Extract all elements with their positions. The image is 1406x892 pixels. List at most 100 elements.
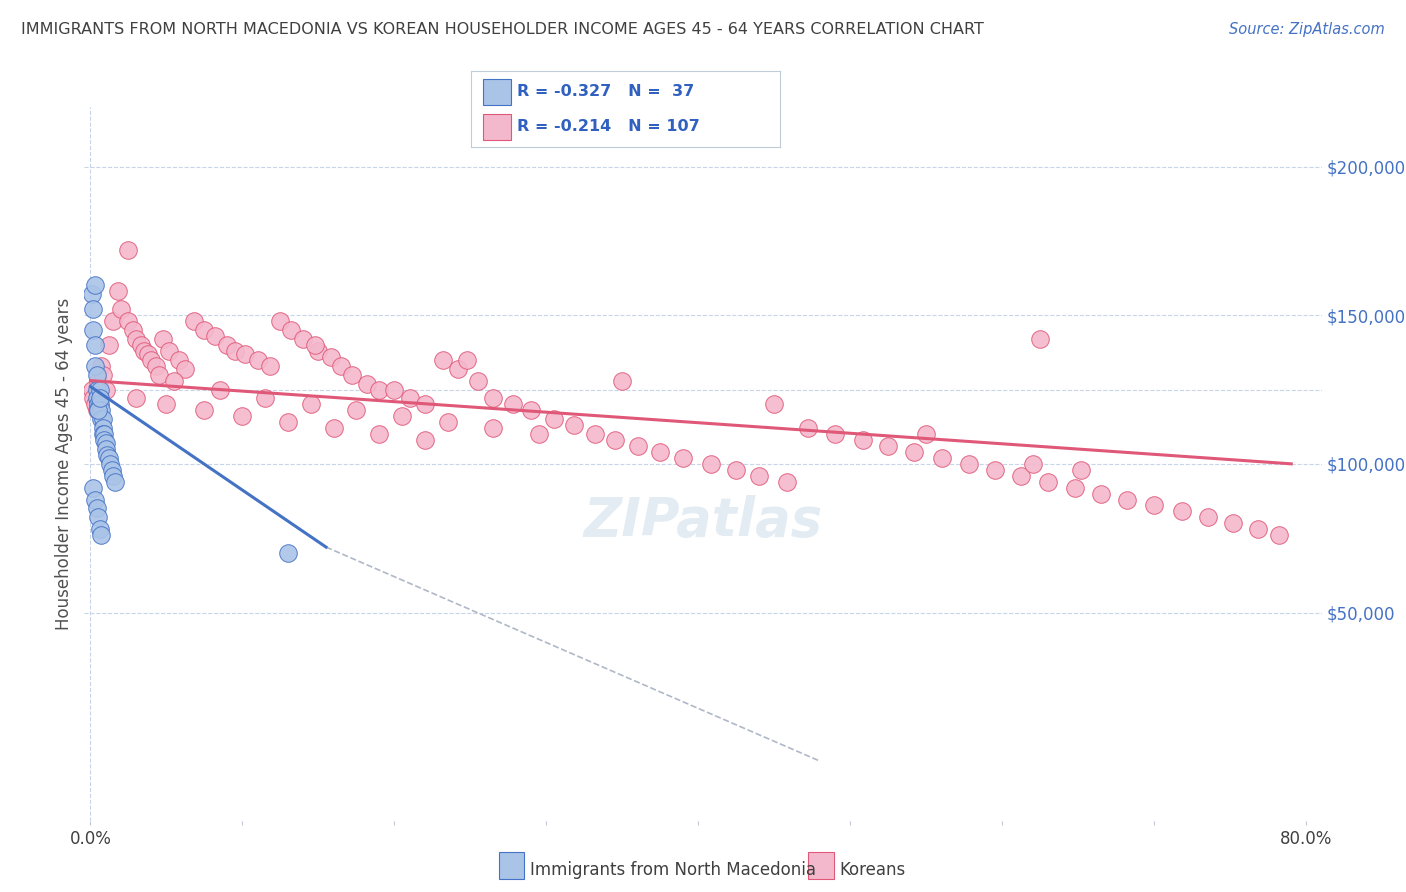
Point [603, 433, 626, 447]
Point [97, 450, 120, 465]
Point [132, 343, 155, 358]
Point [340, 368, 363, 382]
Point [90, 412, 112, 426]
Point [86, 383, 108, 397]
Point [246, 352, 269, 367]
Point [204, 329, 226, 343]
Point [299, 397, 322, 411]
Point [330, 359, 353, 373]
Point [125, 392, 148, 406]
Point [82, 481, 104, 495]
Point [86, 368, 108, 382]
Point [413, 397, 436, 411]
Point [117, 243, 139, 257]
Point [915, 427, 938, 442]
Point [89, 383, 111, 397]
Point [224, 343, 246, 358]
Point [125, 332, 148, 346]
Point [117, 314, 139, 328]
Point [89, 522, 111, 536]
Point [103, 468, 125, 483]
Point [107, 285, 129, 299]
Point [277, 415, 299, 429]
Point [91, 368, 114, 382]
Point [167, 352, 190, 367]
Point [304, 338, 326, 352]
Point [103, 314, 125, 328]
Point [482, 392, 505, 406]
Point [129, 338, 152, 352]
Point [155, 397, 177, 411]
Point [193, 403, 215, 417]
Point [82, 323, 104, 337]
Point [217, 338, 239, 352]
Point [432, 352, 454, 367]
Point [456, 352, 478, 367]
Point [82, 302, 104, 317]
Point [136, 347, 159, 361]
Point [413, 433, 436, 447]
Point [90, 528, 112, 542]
Text: Koreans: Koreans [839, 861, 905, 879]
Point [583, 427, 606, 442]
Point [699, 457, 721, 471]
Point [852, 433, 875, 447]
Text: R = -0.214   N = 107: R = -0.214 N = 107 [517, 120, 700, 134]
Point [87, 510, 110, 524]
Point [482, 421, 505, 435]
Point [1064, 481, 1087, 495]
Point [527, 427, 550, 442]
Point [193, 323, 215, 337]
Point [292, 332, 315, 346]
Point [91, 427, 114, 442]
Point [627, 439, 650, 453]
Text: IMMIGRANTS FROM NORTH MACEDONIA VS KOREAN HOUSEHOLDER INCOME AGES 45 - 64 YEARS : IMMIGRANTS FROM NORTH MACEDONIA VS KOREA… [21, 22, 984, 37]
Point [277, 546, 299, 560]
Point [87, 403, 110, 417]
Point [1010, 468, 1032, 483]
Point [1022, 457, 1045, 471]
Point [797, 421, 820, 435]
Point [84, 492, 107, 507]
Point [122, 323, 145, 337]
Point [90, 359, 112, 373]
Point [84, 278, 107, 293]
Point [159, 343, 181, 358]
Point [725, 463, 748, 477]
Point [152, 332, 174, 346]
Point [97, 338, 120, 352]
Point [502, 397, 524, 411]
Point [748, 468, 770, 483]
Point [148, 368, 170, 382]
Point [80, 287, 103, 301]
Point [80, 383, 103, 397]
Point [98, 457, 121, 471]
Point [775, 475, 797, 489]
Point [173, 361, 195, 376]
Point [543, 412, 565, 426]
Point [368, 427, 391, 442]
Point [1197, 510, 1219, 524]
Point [96, 448, 118, 462]
Point [87, 374, 110, 388]
Point [356, 376, 378, 391]
Point [398, 392, 420, 406]
FancyBboxPatch shape [808, 852, 834, 879]
Point [84, 338, 107, 352]
Point [562, 418, 585, 433]
Point [903, 445, 925, 459]
Point [89, 397, 111, 411]
Point [100, 463, 122, 477]
Point [87, 403, 110, 417]
Point [1143, 499, 1166, 513]
Point [93, 433, 115, 447]
Point [384, 383, 406, 397]
Point [94, 383, 117, 397]
Point [1090, 486, 1112, 500]
Point [110, 302, 132, 317]
Point [90, 403, 112, 417]
Text: Immigrants from North Macedonia: Immigrants from North Macedonia [530, 861, 815, 879]
Point [104, 475, 127, 489]
Text: Source: ZipAtlas.com: Source: ZipAtlas.com [1229, 22, 1385, 37]
Point [91, 421, 114, 435]
